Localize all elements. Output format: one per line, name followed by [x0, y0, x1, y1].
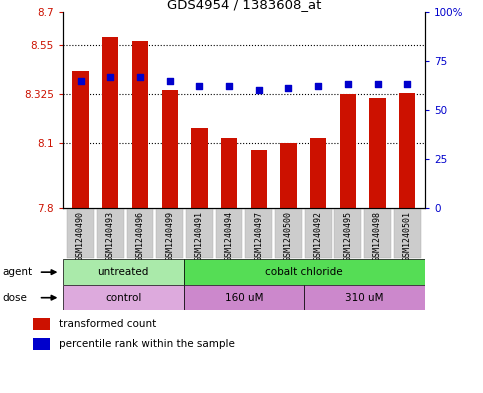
Point	[136, 73, 144, 80]
Point	[225, 83, 233, 90]
Text: cobalt chloride: cobalt chloride	[266, 267, 343, 277]
Bar	[132, 41, 148, 208]
FancyBboxPatch shape	[245, 209, 272, 258]
FancyBboxPatch shape	[97, 209, 124, 258]
FancyBboxPatch shape	[184, 259, 425, 285]
Point	[374, 81, 382, 88]
Text: GSM1240500: GSM1240500	[284, 211, 293, 261]
Bar	[221, 138, 237, 208]
Bar	[369, 98, 386, 208]
Text: control: control	[105, 293, 142, 303]
Text: GSM1240499: GSM1240499	[165, 211, 174, 261]
Bar	[33, 338, 50, 350]
Point	[196, 83, 203, 90]
FancyBboxPatch shape	[304, 285, 425, 310]
Point	[314, 83, 322, 90]
Bar	[280, 143, 297, 208]
FancyBboxPatch shape	[216, 209, 242, 258]
Bar	[191, 127, 208, 208]
FancyBboxPatch shape	[156, 209, 183, 258]
Point	[284, 85, 292, 92]
Text: transformed count: transformed count	[59, 319, 156, 329]
Text: GSM1240491: GSM1240491	[195, 211, 204, 261]
Point	[77, 77, 85, 84]
Text: percentile rank within the sample: percentile rank within the sample	[59, 339, 235, 349]
Point	[255, 87, 263, 94]
Bar	[399, 93, 415, 208]
Text: 310 uM: 310 uM	[345, 293, 384, 303]
FancyBboxPatch shape	[186, 209, 213, 258]
Point	[106, 73, 114, 80]
Text: GSM1240492: GSM1240492	[313, 211, 323, 261]
Text: GSM1240495: GSM1240495	[343, 211, 352, 261]
Text: GSM1240493: GSM1240493	[106, 211, 115, 261]
FancyBboxPatch shape	[67, 209, 94, 258]
Text: 160 uM: 160 uM	[225, 293, 263, 303]
FancyBboxPatch shape	[305, 209, 331, 258]
Point	[403, 81, 411, 88]
FancyBboxPatch shape	[394, 209, 421, 258]
Text: GSM1240497: GSM1240497	[254, 211, 263, 261]
Text: agent: agent	[2, 267, 32, 277]
Bar	[251, 151, 267, 208]
Bar	[33, 318, 50, 330]
FancyBboxPatch shape	[335, 209, 361, 258]
Point	[166, 77, 173, 84]
Text: dose: dose	[2, 293, 28, 303]
Bar	[161, 90, 178, 208]
Bar	[340, 94, 356, 208]
Bar	[310, 138, 327, 208]
Text: GSM1240498: GSM1240498	[373, 211, 382, 261]
FancyBboxPatch shape	[127, 209, 154, 258]
FancyBboxPatch shape	[364, 209, 391, 258]
Bar	[102, 37, 118, 208]
Text: untreated: untreated	[98, 267, 149, 277]
FancyBboxPatch shape	[63, 285, 184, 310]
Title: GDS4954 / 1383608_at: GDS4954 / 1383608_at	[167, 0, 321, 11]
FancyBboxPatch shape	[275, 209, 302, 258]
FancyBboxPatch shape	[184, 285, 304, 310]
Point	[344, 81, 352, 88]
Text: GSM1240494: GSM1240494	[225, 211, 234, 261]
FancyBboxPatch shape	[63, 259, 184, 285]
Text: GSM1240490: GSM1240490	[76, 211, 85, 261]
Text: GSM1240496: GSM1240496	[136, 211, 144, 261]
Bar	[72, 71, 89, 208]
Text: GSM1240501: GSM1240501	[403, 211, 412, 261]
